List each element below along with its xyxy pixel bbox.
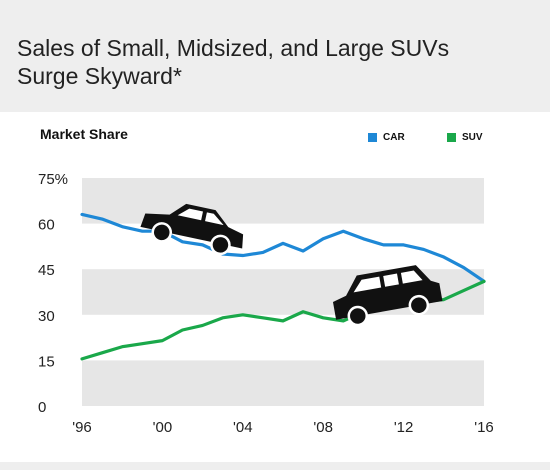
x-tick-label: '16: [474, 419, 494, 436]
y-tick-label: 60: [38, 217, 55, 234]
x-tick-label: '00: [153, 419, 173, 436]
y-tick-label: 0: [38, 399, 46, 416]
y-tick-label: 75%: [38, 171, 68, 188]
legend-swatch-car: [368, 133, 377, 142]
y-tick-label: 45: [38, 262, 55, 279]
grid-band-0: [82, 178, 484, 224]
legend-item-suv: SUV: [447, 132, 483, 143]
y-axis-label: Market Share: [40, 126, 128, 142]
legend-item-car: CAR: [368, 132, 405, 143]
x-tick-label: '96: [72, 419, 92, 436]
title-line-1: Sales of Small, Midsized, and Large SUVs: [17, 35, 450, 61]
legend-swatch-suv: [447, 133, 456, 142]
legend-label-suv: SUV: [462, 132, 483, 143]
legend-label-car: CAR: [383, 132, 405, 143]
suv-car-icon: [332, 265, 443, 327]
header-band: [0, 0, 550, 112]
x-tick-label: '08: [313, 419, 333, 436]
footer-band: [0, 462, 550, 470]
y-tick-label: 15: [38, 353, 55, 370]
y-tick-label: 30: [38, 308, 55, 325]
sedan-car-icon: [140, 203, 244, 256]
x-tick-label: '12: [394, 419, 414, 436]
title-line-2: Surge Skyward*: [17, 63, 182, 89]
series-line-car: [80, 212, 486, 283]
x-tick-label: '04: [233, 419, 253, 436]
grid-band-2: [82, 360, 484, 406]
chart-title: Sales of Small, Midsized, and Large SUVs…: [17, 34, 537, 90]
